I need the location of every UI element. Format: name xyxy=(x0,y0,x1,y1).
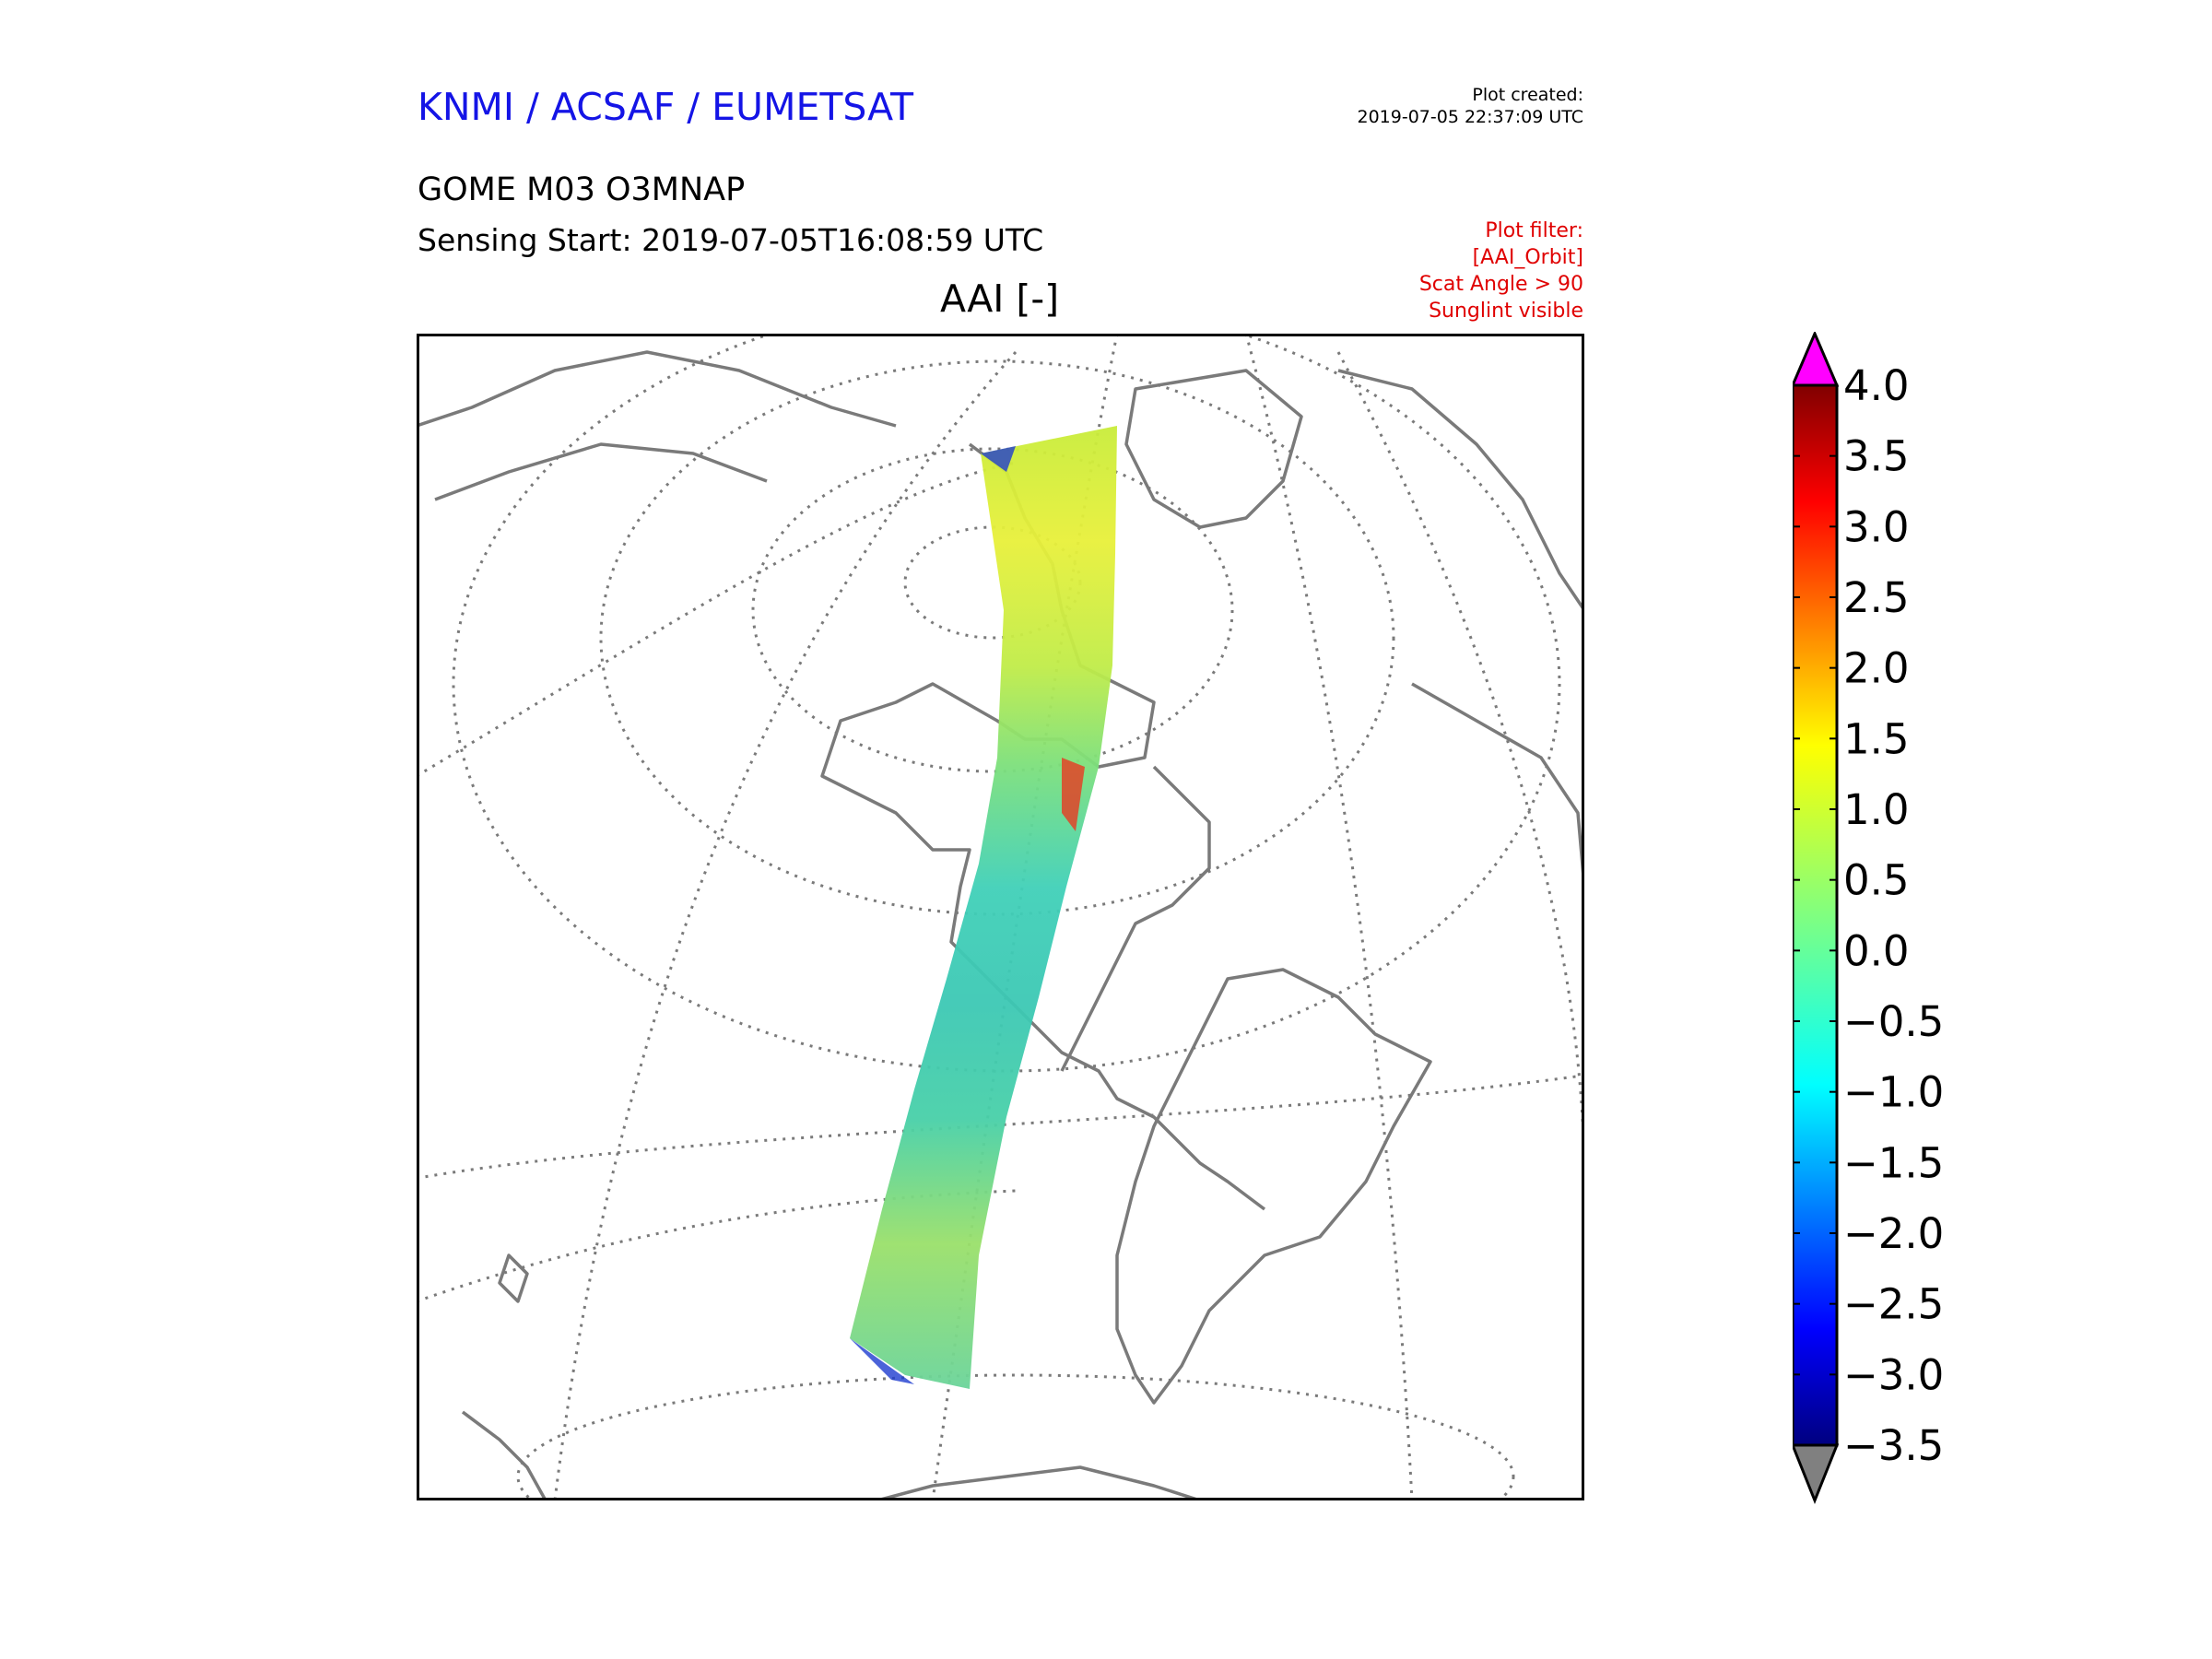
colorbar-tick-label: 3.0 xyxy=(1843,502,1910,551)
colorbar-ticks: 4.0 3.5 3.0 2.5 2.0 1.5 1.0 0.5 0.0 −0.5 −1.0 −1.5 −… xyxy=(1793,361,1944,1470)
east-coast xyxy=(1060,765,1211,1072)
colorbar-over-triangle xyxy=(1793,332,1840,387)
swath-edge xyxy=(981,446,1016,472)
siberia-coast xyxy=(434,442,768,501)
coastlines xyxy=(417,350,1584,1500)
map-title: AAI [-] xyxy=(940,276,1060,321)
colorbar-tick-label: −2.0 xyxy=(1843,1209,1944,1258)
sensing-start: Sensing Start: 2019-07-05T16:08:59 UTC xyxy=(418,222,1044,258)
europe-coast xyxy=(1337,369,1584,611)
plot-filter-line: Sunglint visible xyxy=(1429,300,1583,323)
colorbar: 4.0 3.5 3.0 2.5 2.0 1.5 1.0 0.5 0.0 −0.5 −1.0 −1.5 −… xyxy=(1793,332,1944,1505)
plot-filter-line: Scat Angle > 90 xyxy=(1418,273,1583,296)
plot-filter-title: Plot filter: xyxy=(1485,219,1583,242)
africa-coast xyxy=(1411,682,1584,888)
plot-created-value: 2019-07-05 22:37:09 UTC xyxy=(1357,107,1584,127)
organization-title: KNMI / ACSAF / EUMETSAT xyxy=(418,85,914,129)
colorbar-tick-label: 1.5 xyxy=(1843,714,1910,763)
colorbar-tick-label: −3.0 xyxy=(1843,1350,1944,1399)
greenland-coast xyxy=(1124,369,1303,529)
swath-fill xyxy=(850,426,1117,1389)
colorbar-gradient xyxy=(1793,383,1839,1447)
island-coast xyxy=(461,1410,547,1500)
map-panel xyxy=(417,334,1584,1500)
asia-coast xyxy=(417,350,897,428)
colorbar-under-triangle xyxy=(1793,1443,1840,1505)
colorbar-tick-label: −1.5 xyxy=(1843,1138,1944,1187)
product-name: GOME M03 O3MNAP xyxy=(418,171,746,208)
south-america-coast xyxy=(1115,968,1432,1405)
colorbar-tick-label: 0.5 xyxy=(1843,856,1910,905)
map-border xyxy=(417,334,1584,1500)
colorbar-tick-label: −1.0 xyxy=(1843,1068,1944,1117)
colorbar-tick-label: 4.0 xyxy=(1843,361,1910,410)
satellite-swath xyxy=(850,426,1117,1389)
island-coast xyxy=(498,1253,529,1303)
colorbar-tick-label: 2.0 xyxy=(1843,644,1910,693)
plot-filter: Plot filter: [AAI_Orbit] Scat Angle > 90… xyxy=(1419,218,1583,324)
colorbar-tick-label: 3.5 xyxy=(1843,432,1910,481)
colorbar-tick-label: −2.5 xyxy=(1843,1280,1944,1329)
colorbar-tick-label: −0.5 xyxy=(1843,997,1944,1046)
colorbar-tick-label: 2.5 xyxy=(1843,573,1910,622)
swath-highlight xyxy=(1062,758,1085,831)
colorbar-tick-label: 0.0 xyxy=(1843,926,1910,975)
plot-created-label: Plot created: xyxy=(1472,85,1583,105)
colorbar-tick-label: 1.0 xyxy=(1843,785,1910,834)
plot-filter-line: [AAI_Orbit] xyxy=(1472,246,1583,269)
antarctica-coast xyxy=(877,1465,1201,1500)
colorbar-tick-label: −3.5 xyxy=(1843,1421,1944,1470)
swath-edge xyxy=(850,1338,914,1384)
plot-created-block: Plot created: 2019-07-05 22:37:09 UTC xyxy=(1358,84,1584,128)
